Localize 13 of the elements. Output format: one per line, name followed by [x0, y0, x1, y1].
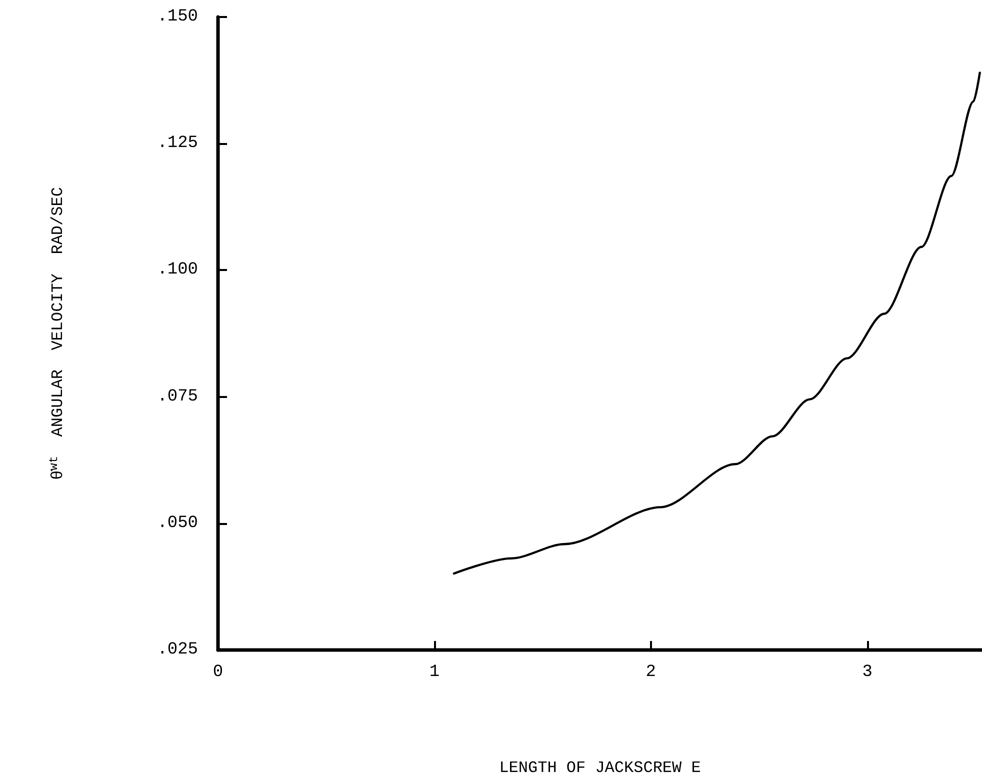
- line-series: [452, 72, 981, 575]
- y-tick-label: .125: [157, 134, 198, 154]
- y-tick-label: .025: [157, 640, 198, 660]
- x-tick-label: 3: [862, 663, 872, 682]
- y-tick-label: .100: [157, 260, 198, 280]
- x-tick-label: 1: [429, 663, 440, 682]
- y-tick-label: .050: [157, 514, 198, 533]
- y-tick-label: .150: [157, 8, 198, 26]
- x-axis-title: LENGTH OF JACKSCREW E: [499, 759, 701, 777]
- y-tick-label: .075: [157, 387, 198, 406]
- x-tick-label: 0: [212, 663, 224, 682]
- x-tick-label: 2: [646, 663, 656, 682]
- text: θ̇wt ANGULAR VELOCITY RAD/SEC: [47, 187, 67, 480]
